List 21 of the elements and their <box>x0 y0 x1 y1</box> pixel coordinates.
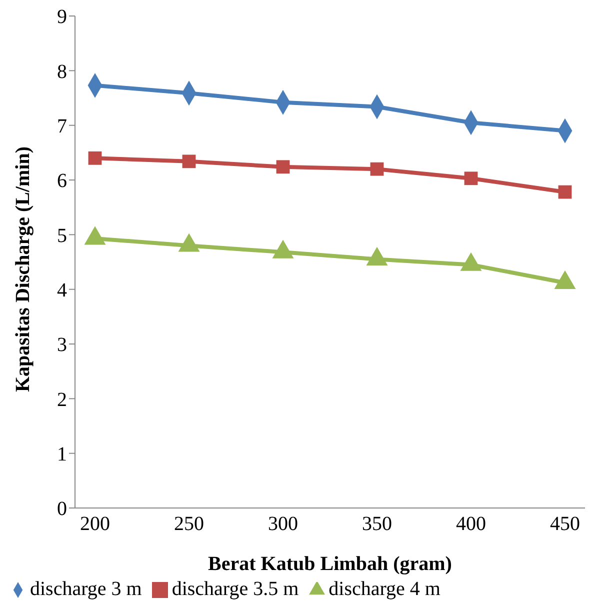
y-tick-label: 3 <box>57 334 67 356</box>
x-axis-title: Berat Katub Limbah (gram) <box>208 553 452 575</box>
legend-label: discharge 3 m <box>30 578 142 600</box>
x-tick-label: 350 <box>362 513 392 536</box>
y-tick-label: 5 <box>57 224 67 247</box>
y-tick-label: 1 <box>57 443 67 466</box>
y-tick-label: 0 <box>57 498 67 520</box>
y-tick-label: 2 <box>57 388 67 411</box>
y-tick-label: 4 <box>57 279 67 302</box>
x-tick-label: 250 <box>174 513 204 536</box>
x-tick-label: 200 <box>80 513 110 536</box>
x-tick-label: 450 <box>550 513 580 536</box>
y-tick-label: 7 <box>57 115 67 138</box>
x-tick-label: 300 <box>268 513 298 536</box>
y-axis-title: Kapasitas Discharge (L/min) <box>12 146 34 392</box>
legend-label: discharge 4 m <box>328 578 440 600</box>
y-tick-label: 9 <box>57 6 67 28</box>
y-tick-label: 6 <box>57 170 67 192</box>
y-tick-label: 8 <box>57 60 67 83</box>
x-tick-label: 400 <box>456 513 486 536</box>
legend-label: discharge 3.5 m <box>172 578 299 600</box>
